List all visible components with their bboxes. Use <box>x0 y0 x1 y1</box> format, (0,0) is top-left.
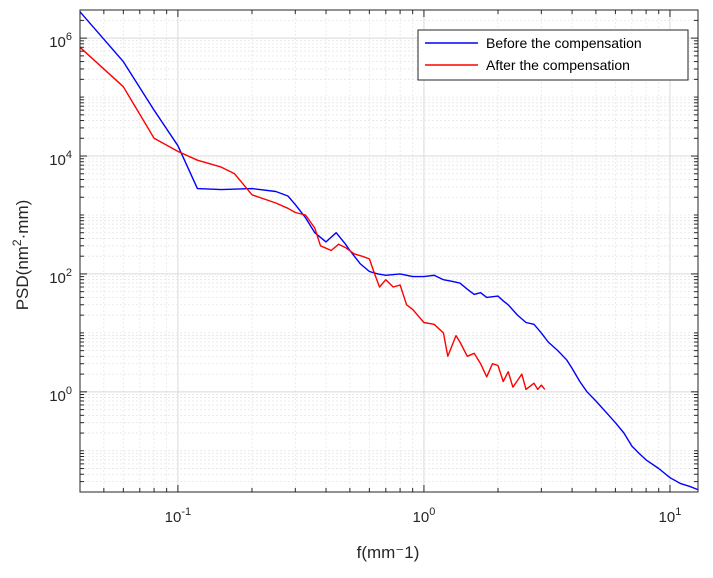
plot-area <box>80 10 698 492</box>
plot-frame <box>79 9 699 493</box>
legend: Before the compensation After the compen… <box>417 29 689 81</box>
series-layer <box>79 11 699 491</box>
x-tick-label: 10-1 <box>165 506 191 526</box>
x-tick-label: 101 <box>659 506 682 526</box>
y-tick-label: 104 <box>49 149 72 169</box>
axis-ticks <box>79 9 698 493</box>
y-tick-label: 100 <box>49 385 72 405</box>
x-axis-label: f(mm⁻1) <box>357 543 420 562</box>
x-tick-label: 100 <box>413 506 436 526</box>
legend-label-after: After the compensation <box>486 57 630 73</box>
series-before-line <box>79 11 699 491</box>
legend-label-before: Before the compensation <box>486 35 642 51</box>
series-after-line <box>79 46 546 391</box>
y-axis-label: PSD(nm2·mm) <box>10 200 32 311</box>
tick-labels: 10-1 100 101 100 102 104 106 <box>49 31 681 526</box>
y-tick-label: 102 <box>49 267 72 287</box>
grid <box>79 9 698 493</box>
legend-box <box>417 29 689 81</box>
y-tick-label: 106 <box>49 31 72 51</box>
